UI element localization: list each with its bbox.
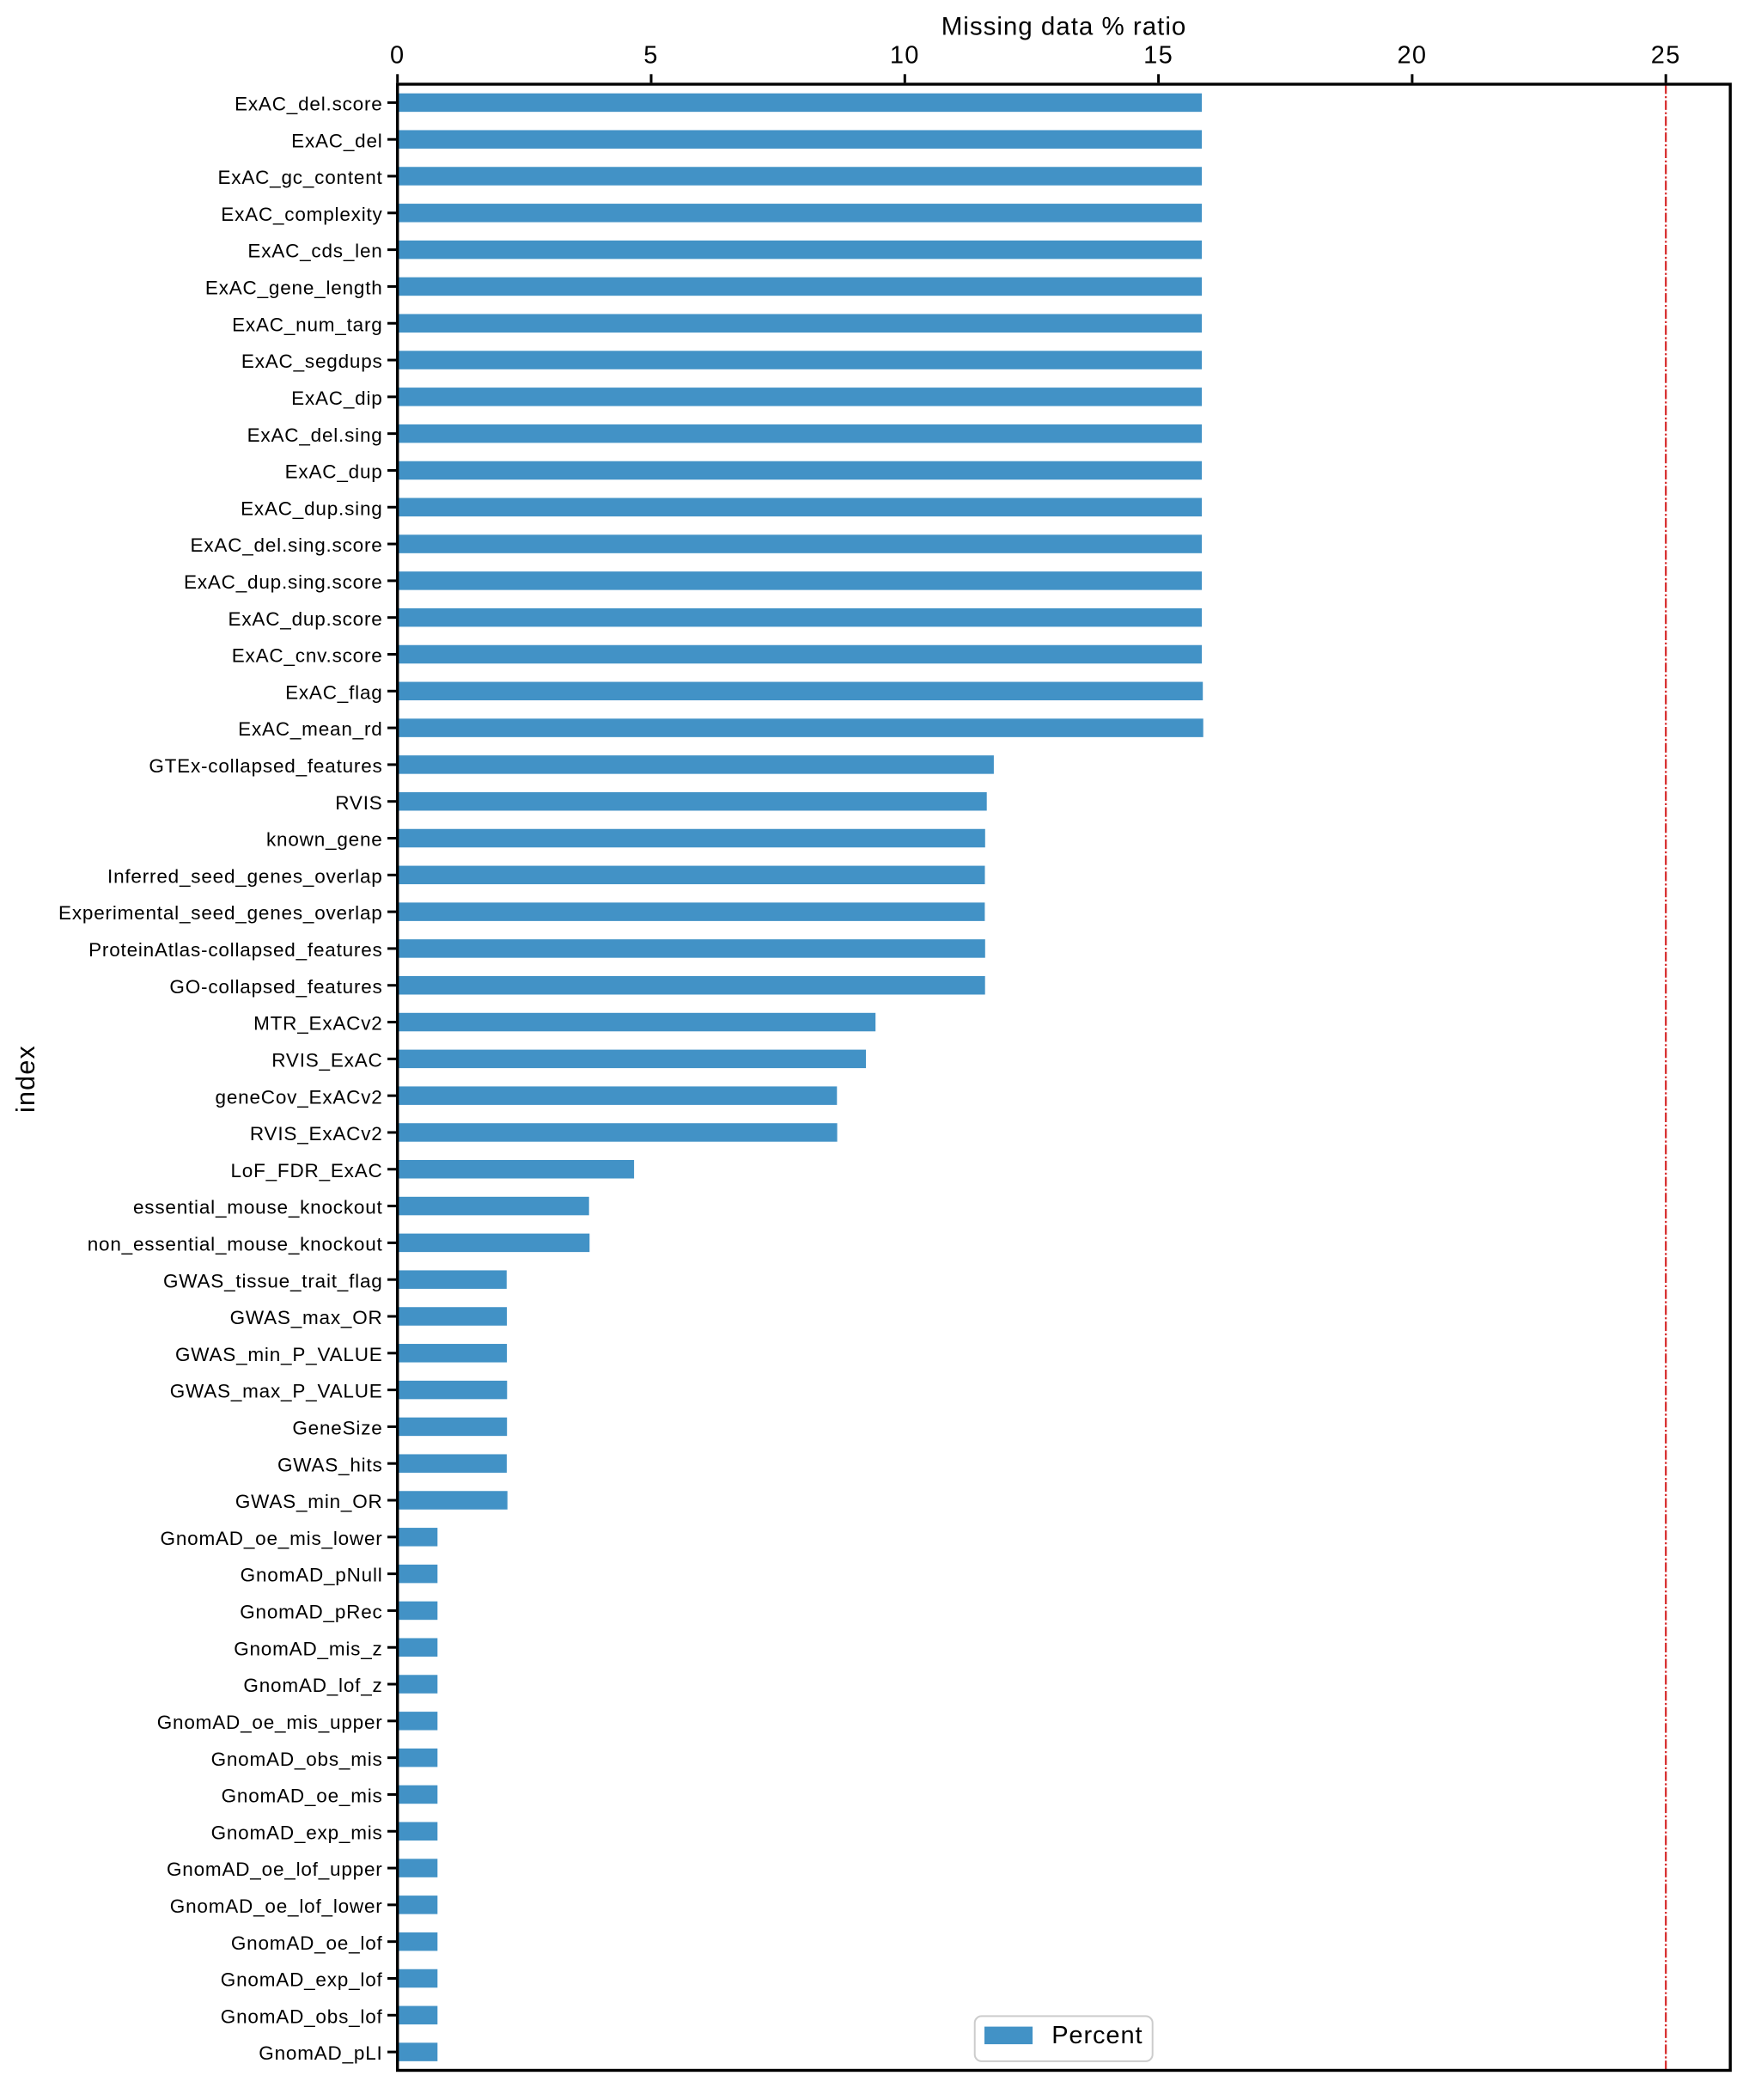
svg-text:GnomAD_oe_mis_upper: GnomAD_oe_mis_upper bbox=[157, 1712, 383, 1733]
svg-text:GnomAD_oe_mis: GnomAD_oe_mis bbox=[222, 1786, 383, 1807]
svg-text:GWAS_tissue_trait_flag: GWAS_tissue_trait_flag bbox=[163, 1270, 383, 1291]
svg-text:GnomAD_oe_mis_lower: GnomAD_oe_mis_lower bbox=[161, 1528, 383, 1549]
svg-text:GnomAD_exp_mis: GnomAD_exp_mis bbox=[211, 1822, 383, 1843]
svg-text:RVIS_ExAC: RVIS_ExAC bbox=[271, 1049, 382, 1071]
svg-text:Missing data % ratio: Missing data % ratio bbox=[941, 13, 1187, 41]
svg-text:GnomAD_oe_lof_lower: GnomAD_oe_lof_lower bbox=[170, 1895, 383, 1917]
svg-text:GnomAD_lof_z: GnomAD_lof_z bbox=[243, 1675, 382, 1696]
svg-text:GnomAD_pLI: GnomAD_pLI bbox=[259, 2042, 382, 2064]
svg-text:20: 20 bbox=[1397, 42, 1427, 70]
svg-text:essential_mouse_knockout: essential_mouse_knockout bbox=[133, 1197, 383, 1218]
svg-text:ExAC_num_targ: ExAC_num_targ bbox=[232, 314, 382, 335]
svg-text:GWAS_max_OR: GWAS_max_OR bbox=[230, 1307, 383, 1328]
svg-text:ExAC_del.sing: ExAC_del.sing bbox=[247, 424, 383, 446]
svg-text:geneCov_ExACv2: geneCov_ExACv2 bbox=[216, 1086, 383, 1108]
svg-text:MTR_ExACv2: MTR_ExACv2 bbox=[253, 1013, 383, 1035]
svg-text:RVIS_ExACv2: RVIS_ExACv2 bbox=[250, 1123, 383, 1145]
svg-text:GnomAD_exp_lof: GnomAD_exp_lof bbox=[221, 1969, 383, 1991]
svg-text:ExAC_dup.sing: ExAC_dup.sing bbox=[241, 498, 383, 519]
svg-text:ExAC_mean_rd: ExAC_mean_rd bbox=[238, 718, 382, 740]
svg-text:ExAC_del.score: ExAC_del.score bbox=[235, 94, 383, 115]
svg-text:ExAC_cnv.score: ExAC_cnv.score bbox=[232, 645, 383, 667]
svg-text:GnomAD_oe_lof_upper: GnomAD_oe_lof_upper bbox=[167, 1859, 383, 1880]
svg-text:ExAC_gene_length: ExAC_gene_length bbox=[205, 278, 383, 299]
svg-text:RVIS: RVIS bbox=[335, 792, 382, 814]
svg-text:GeneSize: GeneSize bbox=[292, 1418, 382, 1439]
svg-text:5: 5 bbox=[643, 42, 658, 70]
svg-text:Percent: Percent bbox=[1051, 2022, 1143, 2049]
svg-text:GWAS_max_P_VALUE: GWAS_max_P_VALUE bbox=[170, 1381, 383, 1402]
svg-text:known_gene: known_gene bbox=[266, 829, 383, 851]
svg-text:ExAC_segdups: ExAC_segdups bbox=[241, 351, 383, 372]
svg-text:15: 15 bbox=[1143, 42, 1173, 70]
svg-text:0: 0 bbox=[390, 42, 405, 70]
svg-text:GTEx-collapsed_features: GTEx-collapsed_features bbox=[149, 755, 382, 777]
svg-text:Experimental_seed_genes_overla: Experimental_seed_genes_overlap bbox=[58, 902, 383, 924]
svg-text:GWAS_hits: GWAS_hits bbox=[277, 1454, 383, 1475]
svg-text:non_essential_mouse_knockout: non_essential_mouse_knockout bbox=[88, 1233, 383, 1255]
svg-text:GnomAD_mis_z: GnomAD_mis_z bbox=[234, 1638, 382, 1659]
svg-text:GnomAD_obs_mis: GnomAD_obs_mis bbox=[211, 1749, 383, 1770]
svg-text:GnomAD_obs_lof: GnomAD_obs_lof bbox=[221, 2005, 383, 2027]
svg-text:ExAC_dup: ExAC_dup bbox=[285, 461, 383, 483]
svg-text:ExAC_dip: ExAC_dip bbox=[291, 388, 382, 409]
svg-text:ExAC_complexity: ExAC_complexity bbox=[221, 204, 382, 225]
svg-text:GnomAD_pNull: GnomAD_pNull bbox=[241, 1565, 383, 1586]
svg-text:ProteinAtlas-collapsed_feature: ProteinAtlas-collapsed_features bbox=[88, 939, 382, 961]
svg-text:GnomAD_oe_lof: GnomAD_oe_lof bbox=[231, 1932, 383, 1954]
svg-text:GWAS_min_OR: GWAS_min_OR bbox=[235, 1491, 383, 1512]
svg-text:Inferred_seed_genes_overlap: Inferred_seed_genes_overlap bbox=[107, 865, 383, 887]
svg-text:ExAC_del.sing.score: ExAC_del.sing.score bbox=[191, 534, 383, 556]
svg-text:GWAS_min_P_VALUE: GWAS_min_P_VALUE bbox=[175, 1344, 383, 1365]
svg-text:index: index bbox=[11, 1045, 40, 1113]
svg-text:ExAC_cds_len: ExAC_cds_len bbox=[247, 241, 382, 262]
svg-text:25: 25 bbox=[1651, 42, 1681, 70]
svg-text:ExAC_dup.sing.score: ExAC_dup.sing.score bbox=[184, 571, 383, 593]
svg-text:GnomAD_pRec: GnomAD_pRec bbox=[240, 1602, 382, 1623]
svg-text:GO-collapsed_features: GO-collapsed_features bbox=[169, 976, 382, 998]
svg-text:ExAC_dup.score: ExAC_dup.score bbox=[229, 608, 383, 630]
svg-text:ExAC_flag: ExAC_flag bbox=[285, 681, 383, 703]
svg-text:LoF_FDR_ExAC: LoF_FDR_ExAC bbox=[230, 1160, 382, 1181]
svg-text:10: 10 bbox=[890, 42, 920, 70]
svg-text:ExAC_gc_content: ExAC_gc_content bbox=[217, 167, 382, 188]
svg-text:ExAC_del: ExAC_del bbox=[291, 130, 382, 151]
